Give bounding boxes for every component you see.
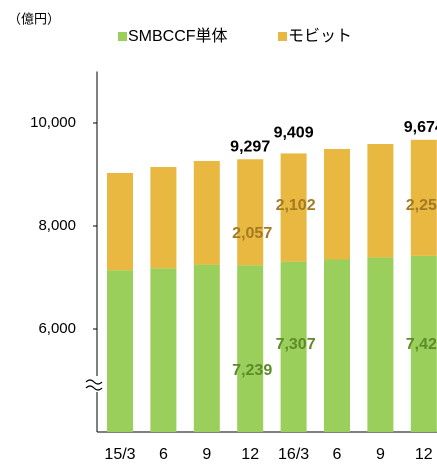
break-wave — [85, 385, 103, 391]
bar-segment — [150, 268, 177, 432]
x-tick-label: 12 — [241, 446, 259, 463]
bar-segment — [410, 139, 437, 256]
bar-segment — [367, 144, 394, 258]
value-label: 2,254 — [406, 197, 437, 214]
x-tick-label: 6 — [159, 446, 168, 463]
bar-segment — [280, 153, 307, 262]
bar-segment — [410, 255, 437, 432]
total-label: 9,297 — [230, 138, 270, 155]
bar-segment — [193, 161, 220, 265]
bar-segment — [324, 149, 350, 260]
total-label: 9,674 — [404, 119, 437, 136]
x-tick-label: 15/3 — [104, 446, 135, 463]
legend-label: モビット — [288, 27, 352, 45]
bar-segment — [150, 166, 177, 269]
break-wave — [85, 379, 103, 385]
legend-label: SMBCCF単体 — [128, 27, 228, 45]
bar-segment — [107, 172, 133, 271]
value-label: 2,102 — [276, 197, 316, 214]
bar-segment — [237, 265, 264, 432]
legend-swatch — [118, 32, 127, 41]
bar-segment — [367, 257, 394, 432]
value-label: 7,307 — [276, 336, 316, 353]
value-label: 7,420 — [406, 336, 437, 353]
y-tick-label: 10,000 — [30, 114, 76, 131]
y-tick-label: 8,000 — [38, 217, 76, 234]
total-label: 9,409 — [274, 125, 314, 142]
x-tick-label: 9 — [202, 446, 211, 463]
bar-segment — [107, 270, 133, 432]
value-label: 7,239 — [232, 362, 272, 379]
bar-segment — [193, 264, 220, 432]
x-tick-label: 9 — [376, 446, 385, 463]
y-tick-label: 6,000 — [38, 320, 76, 337]
x-tick-label: 16/3 — [278, 446, 309, 463]
x-tick-label: 12 — [415, 446, 433, 463]
x-tick-label: 6 — [333, 446, 342, 463]
bar-segment — [280, 261, 307, 432]
value-label: 2,057 — [232, 225, 272, 242]
legend-swatch — [278, 32, 287, 41]
bar-segment — [237, 159, 264, 266]
unit-label: （億円） — [8, 11, 60, 26]
axis-break — [85, 376, 106, 392]
bar-segment — [324, 259, 350, 432]
